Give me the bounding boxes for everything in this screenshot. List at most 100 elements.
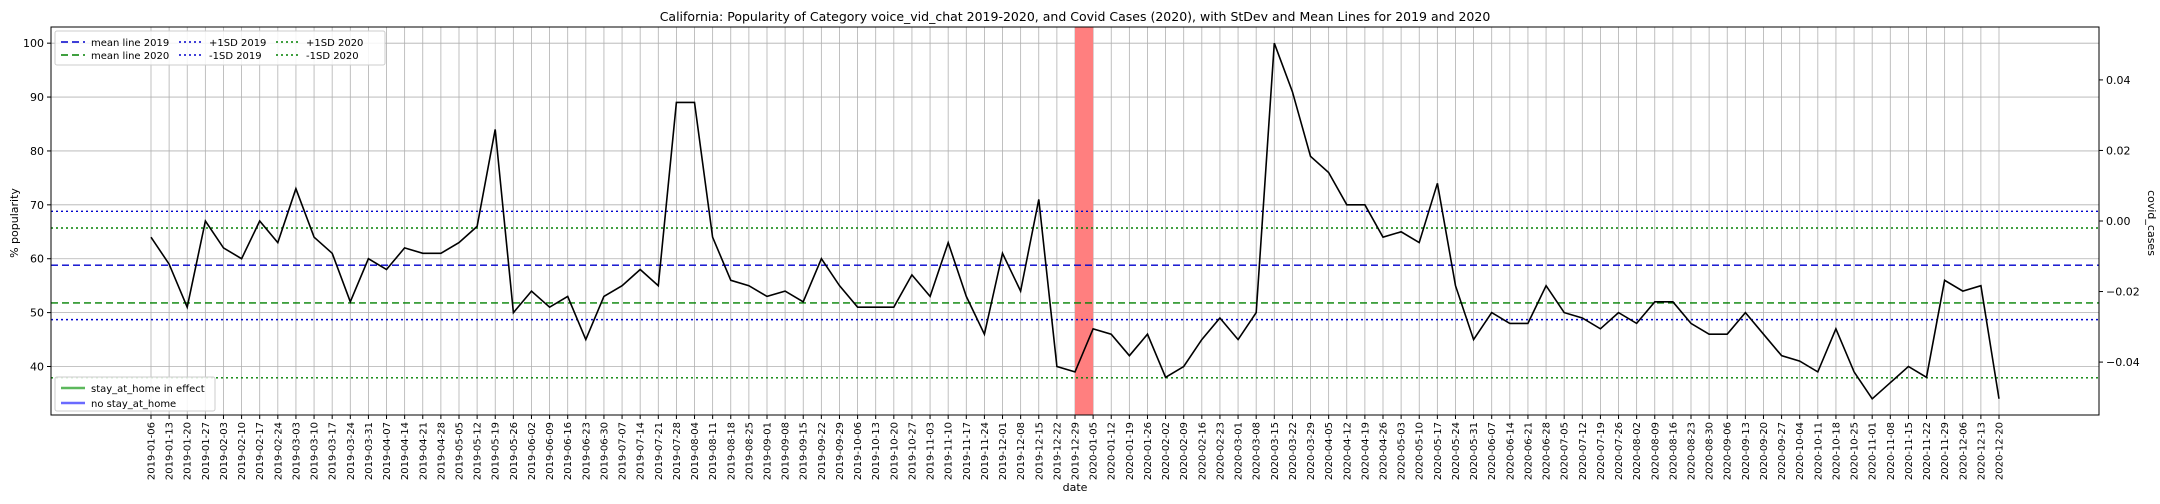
x-tick-label: 2019-07-07 xyxy=(618,422,629,480)
x-tick-label: 2019-02-24 xyxy=(273,422,284,480)
x-tick-label: 2020-11-22 xyxy=(1922,422,1933,480)
x-tick-label: 2019-06-02 xyxy=(527,422,538,480)
x-tick-label: 2020-02-16 xyxy=(1197,422,1208,480)
x-tick-label: 2019-11-03 xyxy=(926,422,937,480)
x-tick-label: 2019-07-28 xyxy=(672,422,683,480)
x-tick-label: 2019-09-01 xyxy=(763,422,774,480)
x-tick-label: 2020-05-03 xyxy=(1397,422,1408,480)
x-tick-label: 2020-03-08 xyxy=(1252,422,1263,480)
y2-tick-label: 0.00 xyxy=(2106,215,2131,228)
y-tick-label: 90 xyxy=(30,91,44,104)
legend-top-label: -1SD 2019 xyxy=(209,51,262,62)
x-tick-label: 2020-06-21 xyxy=(1523,422,1534,480)
stay-at-home-shaded-region xyxy=(1075,27,1094,415)
x-tick-label: 2019-11-17 xyxy=(962,422,973,480)
x-tick-label: 2020-01-19 xyxy=(1125,422,1136,480)
x-tick-label: 2019-01-06 xyxy=(147,422,158,480)
legend-top-label: mean line 2019 xyxy=(91,38,169,49)
x-tick-label: 2020-03-29 xyxy=(1306,422,1317,480)
x-tick-label: 2019-12-29 xyxy=(1071,422,1082,480)
x-tick-label: 2019-08-25 xyxy=(744,422,755,480)
y-tick-label: 80 xyxy=(30,145,44,158)
y-tick-label: 40 xyxy=(30,361,44,374)
x-tick-label: 2019-05-26 xyxy=(509,422,520,480)
y-axis-label: % popularity xyxy=(8,188,21,258)
x-tick-label: 2019-11-24 xyxy=(980,422,991,480)
x-tick-label: 2019-09-15 xyxy=(799,422,810,480)
x-tick-label: 2020-08-16 xyxy=(1668,422,1679,480)
x-tick-label: 2019-08-04 xyxy=(690,422,701,480)
x-tick-label: 2020-05-31 xyxy=(1469,422,1480,480)
x-tick-label: 2020-11-15 xyxy=(1904,422,1915,480)
x-tick-label: 2019-04-28 xyxy=(436,422,447,480)
legend-bottom-label: stay_at_home in effect xyxy=(91,384,205,395)
y-tick-label: 70 xyxy=(30,199,44,212)
x-tick-label: 2019-03-24 xyxy=(346,422,357,480)
x-tick-label: 2020-08-23 xyxy=(1687,422,1698,480)
x-tick-label: 2019-02-10 xyxy=(237,422,248,480)
y2-tick-label: −0.04 xyxy=(2106,356,2140,369)
x-tick-label: 2020-09-13 xyxy=(1741,422,1752,480)
x-tick-label: 2019-10-06 xyxy=(853,422,864,480)
x-tick-label: 2019-09-22 xyxy=(817,422,828,480)
x-tick-label: 2020-03-22 xyxy=(1288,422,1299,480)
x-tick-label: 2019-01-20 xyxy=(183,422,194,480)
x-tick-label: 2020-08-02 xyxy=(1632,422,1643,480)
x-tick-label: 2020-07-19 xyxy=(1596,422,1607,480)
x-tick-label: 2020-04-12 xyxy=(1342,422,1353,480)
x-tick-label: 2019-02-17 xyxy=(255,422,266,480)
x-tick-label: 2019-12-08 xyxy=(1016,422,1027,480)
y-tick-label: 60 xyxy=(30,253,44,266)
x-tick-label: 2020-12-20 xyxy=(1995,422,2006,480)
x-tick-label: 2019-10-13 xyxy=(871,422,882,480)
y2-axis-label: covid_cases xyxy=(2145,190,2158,256)
x-tick-label: 2019-08-11 xyxy=(708,422,719,480)
y2-tick-label: −0.02 xyxy=(2106,286,2140,299)
x-tick-label: 2019-09-29 xyxy=(835,422,846,480)
x-tick-label: 2020-10-04 xyxy=(1795,422,1806,480)
legend-bottom: stay_at_home in effect no stay_at_home xyxy=(54,376,216,412)
x-tick-label: 2020-12-06 xyxy=(1958,422,1969,480)
x-tick-label: 2019-03-31 xyxy=(364,422,375,480)
x-tick-label: 2020-08-09 xyxy=(1650,422,1661,480)
x-tick-label: 2019-11-10 xyxy=(944,422,955,480)
x-tick-label: 2020-02-23 xyxy=(1215,422,1226,480)
x-tick-label: 2020-06-28 xyxy=(1542,422,1553,480)
x-tick-label: 2019-05-12 xyxy=(473,422,484,480)
x-tick-label: 2020-06-14 xyxy=(1505,422,1516,480)
x-tick-label: 2019-03-10 xyxy=(310,422,321,480)
x-tick-label: 2020-01-26 xyxy=(1143,422,1154,480)
x-tick-label: 2020-07-05 xyxy=(1560,422,1571,480)
x-tick-label: 2019-08-18 xyxy=(726,422,737,480)
x-tick-label: 2020-09-20 xyxy=(1759,422,1770,480)
x-tick-label: 2020-04-26 xyxy=(1379,422,1390,480)
x-tick-label: 2019-01-13 xyxy=(165,422,176,480)
x-tick-label: 2020-01-12 xyxy=(1107,422,1118,480)
x-tick-label: 2019-10-27 xyxy=(907,422,918,480)
legend-top-label: mean line 2020 xyxy=(91,51,169,62)
x-tick-label: 2020-01-05 xyxy=(1089,422,1100,480)
x-tick-label: 2020-10-18 xyxy=(1831,422,1842,480)
x-tick-label: 2020-04-19 xyxy=(1360,422,1371,480)
x-tick-label: 2019-06-30 xyxy=(599,422,610,480)
x-tick-label: 2019-07-14 xyxy=(636,422,647,480)
legend-top: mean line 2019 mean line 2020 +1SD 2019 -1S… xyxy=(54,30,386,66)
x-tick-label: 2020-11-08 xyxy=(1886,422,1897,480)
chart-title: California: Popularity of Category voice… xyxy=(660,9,1491,24)
x-tick-label: 2020-11-29 xyxy=(1940,422,1951,480)
x-tick-label: 2020-09-27 xyxy=(1777,422,1788,480)
y2-tick-label: 0.02 xyxy=(2106,144,2131,157)
legend-top-box xyxy=(54,30,386,66)
x-tick-label: 2020-03-01 xyxy=(1234,422,1245,480)
x-tick-label: 2019-07-21 xyxy=(654,422,665,480)
x-tick-label: 2020-07-12 xyxy=(1578,422,1589,480)
legend-bottom-box xyxy=(54,376,216,412)
x-tick-label: 2019-05-05 xyxy=(455,422,466,480)
x-tick-label: 2019-04-14 xyxy=(400,422,411,480)
x-tick-label: 2020-03-15 xyxy=(1270,422,1281,480)
x-tick-label: 2019-12-01 xyxy=(998,422,1009,480)
x-tick-label: 2019-03-17 xyxy=(328,422,339,480)
x-tick-label: 2020-11-01 xyxy=(1868,422,1879,480)
x-tick-label: 2019-05-19 xyxy=(491,422,502,480)
